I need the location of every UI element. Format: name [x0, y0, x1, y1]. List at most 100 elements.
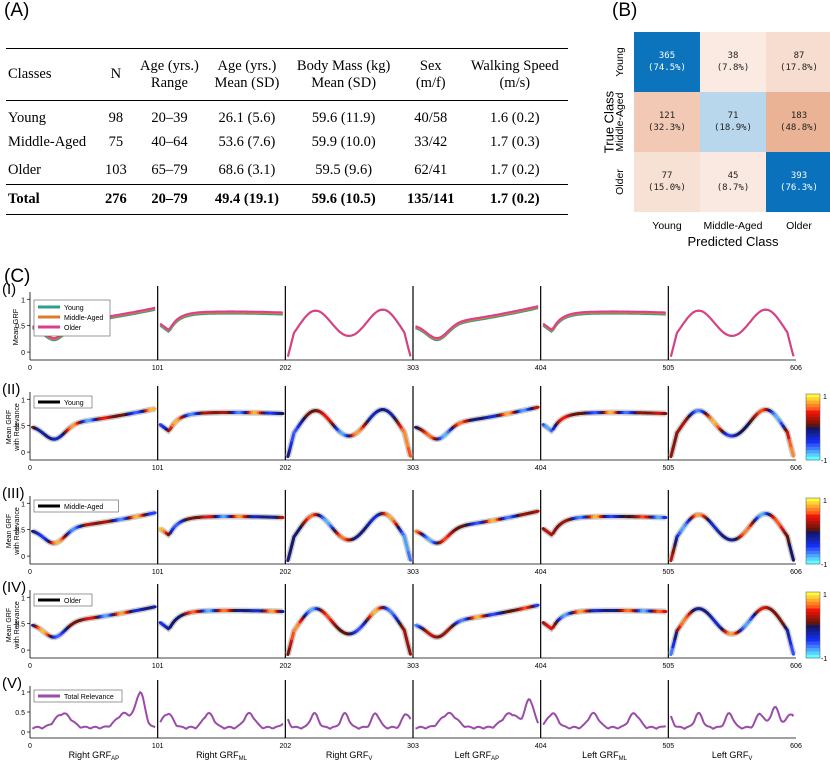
legend-label: Older	[64, 325, 82, 332]
table-cell: 26.1 (5.6)	[218, 110, 276, 127]
confusion-col-label: Older	[786, 220, 812, 232]
colorbar-step	[806, 628, 820, 633]
table-total-row: Total 276 20–79 49.4 (19.1) 59.6 (10.5) …	[6, 184, 568, 215]
x-tick-label: 303	[407, 365, 419, 372]
confusion-count: 121	[658, 111, 676, 121]
colorbar-frame	[805, 591, 821, 659]
segment-label-sub: AP	[111, 756, 119, 762]
confusion-percent: (18.9%)	[714, 123, 752, 133]
colorbar-step	[806, 524, 820, 529]
total-relevance-line	[669, 705, 795, 730]
x-tick-label: 101	[152, 569, 164, 576]
colorbar-step	[806, 517, 820, 522]
colorbar-step	[806, 521, 820, 525]
table-cell: 49.4 (19.1)	[214, 191, 279, 207]
x-tick-label: 101	[152, 465, 164, 472]
colorbar-step	[806, 544, 820, 548]
table-header-row: Classes N Age (yrs.) Range Age (yrs.) Mean…	[6, 48, 568, 101]
table-cell: 98	[108, 110, 124, 127]
y-tick-label: 1	[21, 690, 25, 697]
colorbar-step	[806, 550, 820, 555]
segment-label-sub: AP	[491, 756, 499, 762]
header-sex: Sex (m/f)	[415, 57, 446, 91]
colorbar-step	[806, 621, 820, 626]
confusion-row-label: Young	[614, 47, 626, 77]
colorbar-tick: -1	[821, 562, 827, 569]
confusion-percent: (15.0%)	[648, 183, 686, 193]
x-tick-label: 505	[662, 743, 674, 750]
x-tick-label: 606	[790, 569, 802, 576]
colorbar-frame	[805, 393, 821, 461]
total-relevance-line	[159, 711, 284, 730]
confusion-cell: 121 (32.3%)	[634, 92, 700, 152]
table-cell: 20–79	[151, 191, 188, 207]
curve-band	[158, 513, 283, 539]
series-line	[542, 312, 666, 333]
relevance-segment	[789, 446, 795, 458]
table-cell: 1.7 (0.2)	[490, 161, 540, 178]
x-tick-label: 101	[152, 663, 164, 670]
confusion-cell: 71 (18.9%)	[700, 92, 766, 152]
table-cell: 62/41	[414, 161, 448, 178]
colorbar-tick: 1	[823, 498, 827, 505]
legend-label: Total Relevance	[64, 694, 114, 701]
table-cell: 1.7 (0.3)	[490, 134, 540, 150]
colorbar-step	[806, 634, 820, 639]
colorbar-step	[806, 537, 820, 542]
table-row: Older 103 65–79 68.6 (3.1) 59.5 (9.6) 62…	[6, 157, 568, 185]
table-cell: 1.6 (0.2)	[490, 110, 540, 127]
header-body-mass: Body Mass (kg) Mean (SD)	[296, 57, 391, 91]
series-line	[542, 310, 666, 331]
total-relevance-line	[286, 711, 412, 730]
table-cell: 59.6 (11.9)	[311, 110, 376, 127]
colorbar-step	[806, 440, 820, 444]
series-line	[286, 308, 412, 357]
segment-label: Left GRFML	[582, 750, 628, 762]
colorbar-step	[806, 534, 820, 539]
colorbar-step	[806, 403, 820, 408]
total-relevance-line	[542, 711, 667, 730]
confusion-percent: (17.8%)	[780, 63, 818, 73]
legend-box	[33, 593, 93, 607]
y-tick-label: 1	[21, 501, 25, 508]
table-cell: 59.6 (10.5)	[311, 191, 376, 207]
x-tick-label: 202	[279, 569, 291, 576]
curve-band	[158, 409, 283, 435]
x-tick-label: 404	[535, 663, 547, 670]
legend-label: Middle-Aged	[64, 315, 103, 322]
y-axis-label: Mean GRF	[6, 514, 13, 548]
colorbar-step	[806, 618, 820, 623]
x-tick-label: 303	[407, 663, 419, 670]
series-line	[415, 305, 539, 340]
confusion-count: 45	[727, 171, 739, 181]
colorbar-step	[806, 433, 820, 438]
relevance-segment	[789, 550, 795, 562]
colorbar-step	[806, 413, 820, 418]
colorbar-step	[806, 625, 820, 629]
table-cell: Total	[8, 191, 40, 207]
confusion-cell: 183 (48.8%)	[766, 92, 830, 152]
y-axis-label: with Relevance	[14, 601, 21, 650]
colorbar-step	[806, 608, 820, 613]
colorbar-step	[806, 397, 820, 402]
x-tick-label: 606	[790, 365, 802, 372]
colorbar-step	[806, 450, 820, 454]
x-tick-label: 505	[662, 365, 674, 372]
confusion-ylabel: True Class	[601, 90, 617, 154]
colorbar-step	[806, 638, 820, 642]
legend-box	[33, 689, 123, 703]
series-line	[159, 312, 283, 333]
confusion-cell: 365 (74.5%)	[634, 32, 700, 92]
x-tick-label: 0	[28, 365, 32, 372]
confusion-count: 393	[790, 171, 808, 181]
confusion-count: 38	[727, 51, 739, 61]
colorbar-step	[806, 498, 820, 502]
x-tick-label: 0	[28, 663, 32, 670]
confusion-percent: (8.7%)	[716, 183, 750, 193]
segment-label: Right GRFAP	[69, 750, 120, 762]
confusion-cell: 38 (7.8%)	[700, 32, 766, 92]
colorbar-step	[806, 560, 820, 565]
confusion-percent: (48.8%)	[780, 123, 818, 133]
table-cell: 59.5 (9.6)	[315, 161, 373, 178]
